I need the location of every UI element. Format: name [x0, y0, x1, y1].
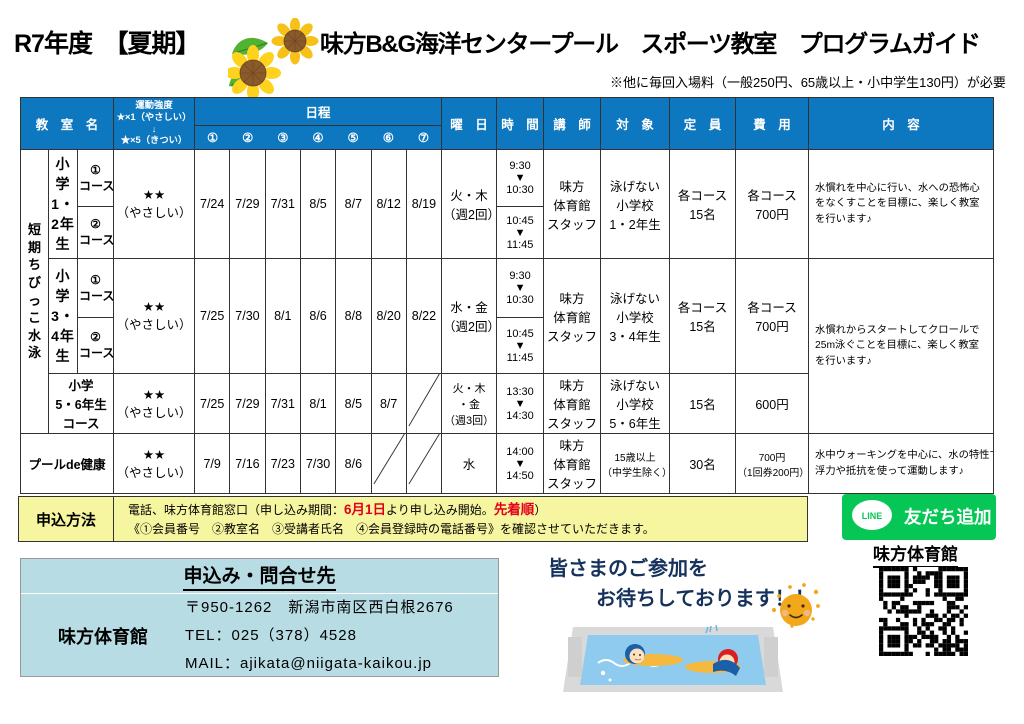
svg-text:LINE: LINE [862, 511, 883, 521]
svg-text:友だち追加: 友だち追加 [904, 507, 992, 527]
